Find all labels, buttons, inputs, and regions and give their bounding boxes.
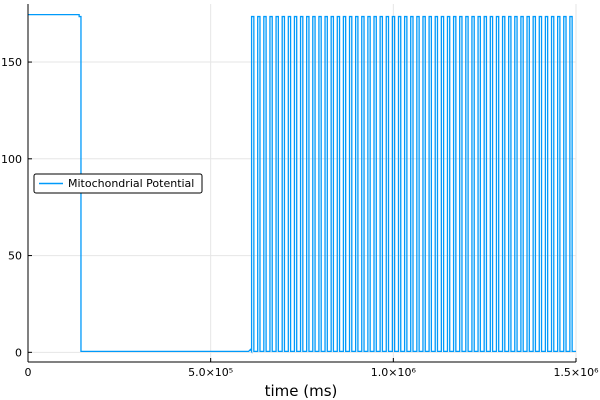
series-line-0 xyxy=(28,13,576,354)
legend-label: Mitochondrial Potential xyxy=(68,177,194,190)
y-tick-label-2: 100 xyxy=(1,153,22,166)
axes xyxy=(27,4,577,363)
x-tick-label-0: 0 xyxy=(25,366,32,379)
tick-labels: 0 5.0×10⁵ 1.0×10⁶ 1.5×10⁶ 0 50 100 150 xyxy=(1,56,599,379)
y-tick-label-3: 150 xyxy=(1,56,22,69)
y-tick-label-1: 50 xyxy=(8,250,22,263)
x-tick-label-3: 1.5×10⁶ xyxy=(553,366,599,379)
series-layer xyxy=(28,13,576,354)
x-tick-label-2: 1.0×10⁶ xyxy=(371,366,417,379)
y-tick-label-0: 0 xyxy=(15,346,22,359)
x-axis-label: time (ms) xyxy=(265,382,338,400)
legend-box xyxy=(33,173,203,194)
legend: Mitochondrial Potential xyxy=(33,173,203,194)
x-tick-label-1: 5.0×10⁵ xyxy=(188,366,233,379)
